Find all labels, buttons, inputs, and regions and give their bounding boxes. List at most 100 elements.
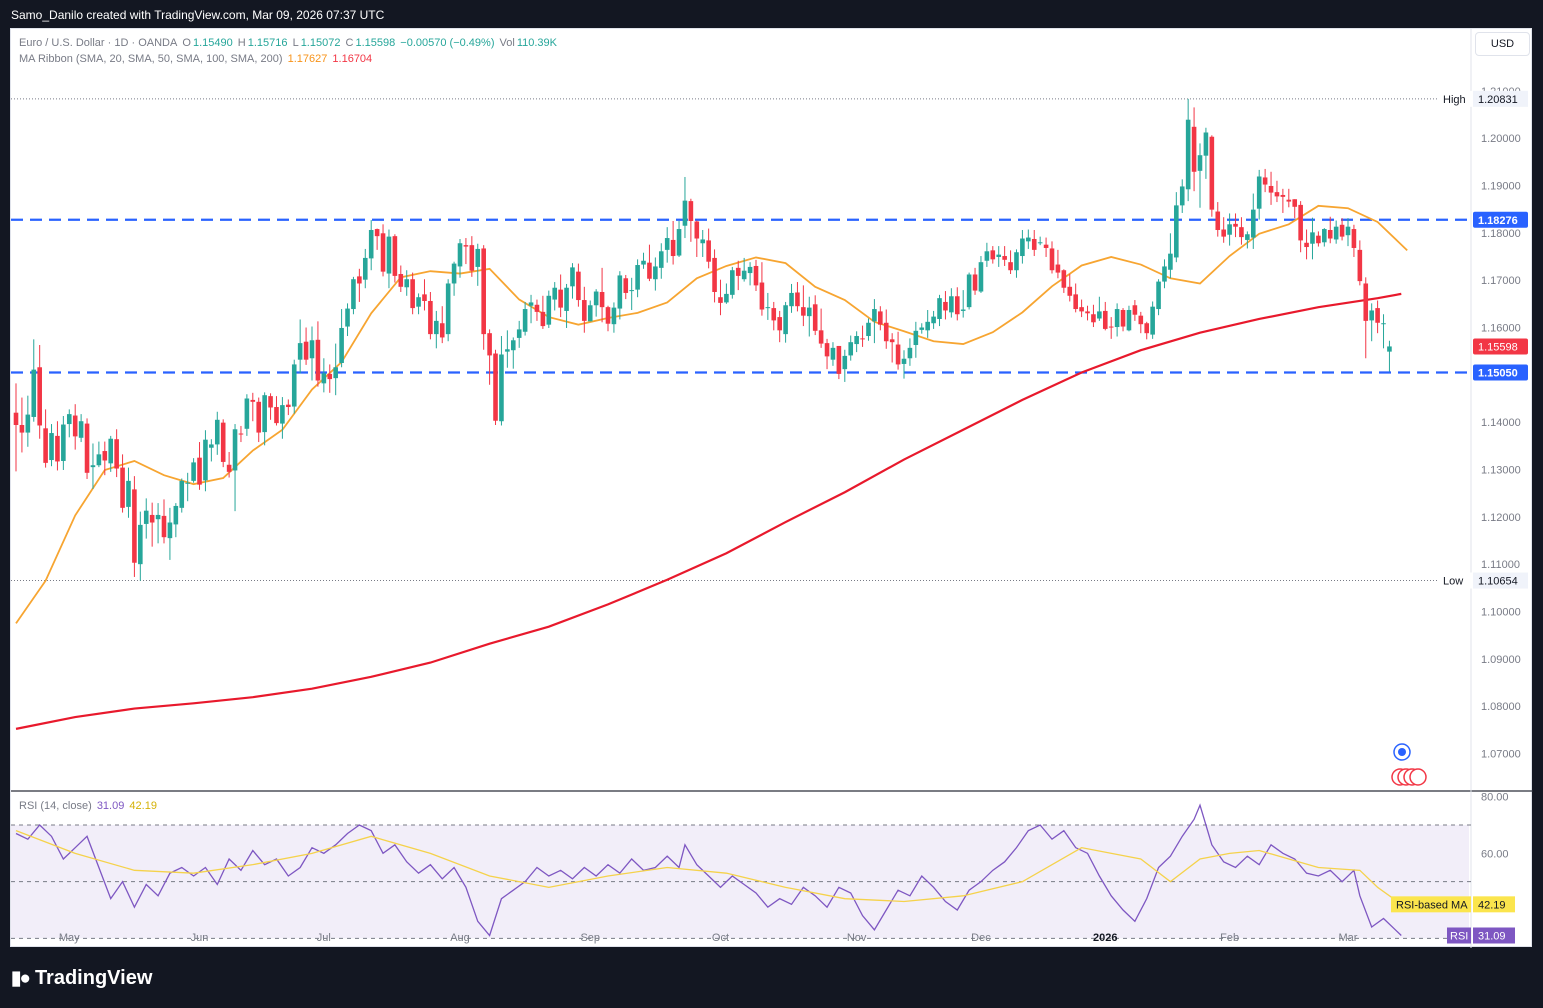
tradingview-logo[interactable]: ▮● TradingView	[11, 966, 152, 990]
candle-body	[1381, 323, 1386, 325]
chart-frame[interactable]: 1.07000 1.08000 1.09000 1.10000 1.11000 1.120…	[10, 28, 1533, 948]
event-flag-icon	[1409, 768, 1427, 786]
candle-body	[534, 304, 540, 312]
time-axis-label: Feb	[1220, 932, 1239, 944]
rsi-value-label: 31.09	[1478, 931, 1506, 943]
candle-body	[37, 367, 42, 426]
candle-body	[31, 369, 37, 417]
candle-body	[362, 257, 368, 280]
open-value: 1.15490	[192, 37, 233, 49]
high-label: High	[1443, 94, 1466, 106]
candle-body	[78, 421, 84, 438]
candle-body	[1339, 224, 1345, 237]
candle-body	[1008, 262, 1013, 271]
candle-body	[1073, 294, 1078, 310]
candle-body	[1256, 176, 1262, 209]
candle-body	[1286, 199, 1292, 202]
candle-body	[268, 396, 273, 408]
ma-line-sma-20	[15, 204, 1408, 624]
candle-body	[114, 439, 119, 469]
ma-ribbon-label[interactable]: MA Ribbon (SMA, 20, SMA, 50, SMA, 100, S…	[19, 53, 283, 65]
price-axis-tick-label: 1.08000	[1481, 701, 1521, 713]
candle-body	[1316, 235, 1321, 244]
candle-body	[694, 221, 700, 239]
candle-body	[653, 266, 658, 280]
candle-body	[368, 229, 374, 259]
candle-body	[883, 322, 889, 342]
chart-canvas[interactable]: 1.07000 1.08000 1.09000 1.10000 1.11000 1.120…	[11, 29, 1533, 948]
candle-body	[1280, 194, 1286, 197]
candle-body	[996, 254, 1002, 257]
candle-body	[108, 438, 114, 464]
price-axis-tick-label: 1.09000	[1481, 654, 1521, 666]
close-value: 1.15598	[355, 37, 396, 49]
candle-body	[1327, 229, 1333, 239]
candle-body	[576, 271, 581, 301]
last-price-label: 1.15598	[1478, 342, 1518, 354]
candle-body	[422, 294, 427, 301]
currency-button[interactable]: USD	[1475, 32, 1530, 56]
candle-body	[913, 330, 919, 346]
symbol-label[interactable]: Euro / U.S. Dollar · 1D · OANDA	[19, 37, 178, 49]
candle-body	[380, 233, 386, 272]
candle-body	[185, 482, 190, 484]
candle-body	[327, 373, 333, 380]
candle-body	[848, 342, 854, 356]
candle-body	[55, 435, 60, 462]
candle-body	[1209, 136, 1215, 210]
candle-body	[25, 414, 31, 433]
candle-body	[61, 424, 66, 461]
candle-body	[854, 336, 859, 345]
candle-body	[1179, 186, 1185, 206]
candle-body	[96, 454, 102, 466]
candle-body	[1174, 205, 1179, 258]
candle-body	[1097, 311, 1102, 319]
candle-body	[1162, 266, 1167, 282]
candle-body	[138, 524, 143, 565]
rsi-legend: RSI (14, close) 31.09 42.19	[19, 800, 159, 812]
candle-body	[1369, 310, 1374, 321]
level-price-tag-1	[1473, 364, 1528, 381]
time-axis-label: Jul	[317, 932, 331, 944]
time-axis-label: Oct	[712, 932, 729, 944]
candle-body	[487, 333, 492, 356]
candle-body	[120, 467, 125, 508]
low-label-bg	[1439, 572, 1473, 589]
candle-body	[931, 316, 936, 324]
candle-body	[1197, 155, 1203, 171]
candle-body	[13, 412, 19, 426]
candle-body	[1387, 346, 1392, 352]
ma-ribbon-legend: MA Ribbon (SMA, 20, SMA, 50, SMA, 100, S…	[19, 53, 374, 65]
candle-body	[682, 200, 688, 226]
candle-body	[410, 279, 415, 309]
candle-body	[232, 429, 238, 471]
candle-body	[416, 297, 421, 307]
candle-body	[747, 266, 753, 274]
candle-body	[1144, 323, 1150, 334]
candle-body	[700, 239, 706, 244]
rsi-line	[15, 803, 1402, 937]
candle-body	[1357, 249, 1363, 282]
candle-body	[1126, 309, 1132, 331]
candle-body	[392, 236, 398, 276]
rsi-ma-name-label: RSI-based MA	[1396, 899, 1468, 911]
candle-body	[593, 291, 599, 306]
candle-body	[481, 248, 486, 335]
candle-body	[706, 240, 711, 262]
candle-body	[771, 308, 777, 321]
candle-body	[670, 239, 676, 257]
candle-body	[351, 279, 356, 310]
candle-body	[990, 250, 996, 260]
candle-body	[1298, 204, 1303, 241]
candle-body	[954, 296, 960, 315]
candle-body	[658, 251, 664, 268]
candle-body	[1221, 229, 1226, 237]
rsi-legend-label[interactable]: RSI (14, close)	[19, 800, 92, 812]
price-legend: Euro / U.S. Dollar · 1D · OANDA O 1.15490…	[19, 37, 559, 49]
candle-body	[777, 317, 782, 331]
candle-body	[647, 262, 652, 279]
ma-line-sma-200	[15, 292, 1402, 730]
volume-label: Vol	[499, 37, 515, 49]
candle-body	[463, 245, 469, 247]
candle-body	[1322, 229, 1327, 243]
